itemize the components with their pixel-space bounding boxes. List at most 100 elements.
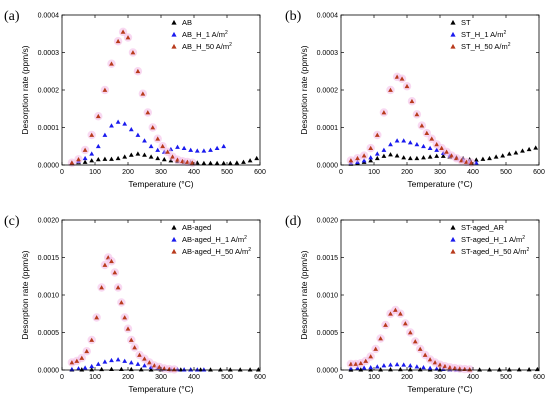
data-point	[234, 160, 240, 165]
legend-label: ST_H_50 A/m	[461, 42, 508, 51]
data-point	[82, 155, 88, 161]
y-tick-label: 0.0000	[317, 163, 339, 170]
legend-label: ST	[461, 18, 471, 27]
y-tick-label: 0.0010	[38, 293, 60, 300]
legend-label: AB-aged	[182, 223, 211, 232]
data-point	[402, 321, 408, 326]
data-point	[407, 155, 413, 161]
data-point	[358, 360, 364, 366]
data-point	[132, 345, 137, 350]
y-tick-label: 0.0004	[38, 13, 60, 20]
x-axis-title: Temperature (°C)	[128, 179, 193, 189]
series-3	[67, 27, 197, 167]
data-point	[421, 364, 426, 370]
data-point	[188, 147, 194, 152]
legend-entry: ST_H_50 A/m2	[461, 42, 511, 51]
x-tick-label: 500	[221, 374, 233, 381]
data-point	[130, 50, 136, 55]
data-point	[120, 29, 126, 34]
data-point	[147, 360, 152, 365]
data-point	[76, 366, 81, 371]
legend-superscript: 2	[248, 247, 251, 253]
data-point	[122, 154, 128, 159]
y-tick-label: 0.0005	[38, 330, 60, 337]
data-point	[95, 361, 101, 366]
data-point	[155, 155, 161, 161]
data-point	[361, 158, 367, 163]
data-point	[388, 152, 393, 157]
x-tick-label: 400	[188, 169, 200, 176]
data-point	[89, 151, 95, 156]
data-point	[214, 160, 220, 166]
data-point	[388, 362, 393, 367]
y-tick-label: 0.0002	[317, 88, 339, 95]
data-point	[348, 366, 354, 371]
data-point	[112, 270, 118, 275]
x-tick-label: 300	[155, 169, 167, 176]
data-point	[137, 352, 142, 357]
series-markers	[346, 72, 539, 167]
x-axis-title: Temperature (°C)	[407, 384, 472, 394]
legend-entry: AB_H_1 A/m2	[182, 30, 228, 39]
data-point	[394, 153, 400, 158]
data-point	[477, 367, 482, 372]
data-point	[82, 365, 88, 370]
data-point	[175, 144, 180, 149]
data-point	[89, 363, 95, 369]
data-point	[493, 154, 499, 159]
data-point	[378, 336, 383, 341]
panel-4: (d) 0 100 200 300 400 500 600 0.0000 0.0005 0.0010…	[285, 214, 545, 394]
legend-label: AB_H_50 A/m	[182, 42, 229, 51]
x-tick-label: 200	[401, 169, 413, 176]
data-point	[148, 143, 154, 149]
data-point	[414, 155, 420, 161]
data-point	[368, 364, 374, 370]
data-point	[82, 159, 88, 164]
data-point	[348, 158, 354, 163]
legend-entry: AB	[182, 18, 192, 27]
y-tick-label: 0.0020	[317, 218, 339, 225]
data-point	[115, 38, 121, 44]
data-point	[374, 151, 380, 156]
series-1	[69, 151, 260, 166]
data-point	[201, 160, 207, 166]
data-point	[358, 367, 364, 372]
legend-marker	[171, 43, 177, 49]
data-point	[520, 148, 525, 153]
data-point	[109, 156, 114, 161]
data-point	[414, 141, 420, 147]
x-tick-label: 300	[434, 374, 446, 381]
legend-entry: AB-aged	[182, 223, 211, 232]
data-point	[388, 141, 393, 147]
data-point	[221, 160, 227, 166]
data-point	[95, 156, 101, 162]
legend-superscript: 2	[522, 235, 525, 241]
data-point	[374, 364, 380, 369]
x-tick-label: 500	[500, 169, 512, 176]
series-markers	[67, 253, 261, 374]
data-point	[94, 315, 100, 320]
data-point	[102, 156, 108, 161]
data-point	[424, 130, 430, 136]
legend: ST ST_H_1 A/m2 ST_H_50 A/m2	[450, 18, 511, 51]
data-point	[89, 132, 95, 137]
data-point	[368, 155, 374, 160]
data-point	[201, 148, 207, 153]
legend-label: ST_H_1 A/m	[461, 30, 504, 39]
y-tick-label: 0.0015	[317, 255, 339, 262]
x-tick-label: 0	[60, 374, 64, 381]
data-point	[115, 285, 121, 290]
legend-superscript: 2	[504, 30, 507, 36]
y-tick-label: 0.0010	[317, 293, 339, 300]
panel-letter: (b)	[285, 9, 302, 24]
data-point	[241, 159, 246, 164]
y-tick-label: 0.0000	[38, 163, 60, 170]
data-point	[135, 68, 141, 74]
data-point	[468, 160, 474, 165]
data-point	[361, 365, 367, 370]
data-point	[434, 147, 440, 152]
legend-marker	[171, 31, 177, 37]
x-tick-label: 0	[339, 374, 343, 381]
x-tick-label: 200	[122, 169, 134, 176]
data-point	[227, 160, 233, 166]
